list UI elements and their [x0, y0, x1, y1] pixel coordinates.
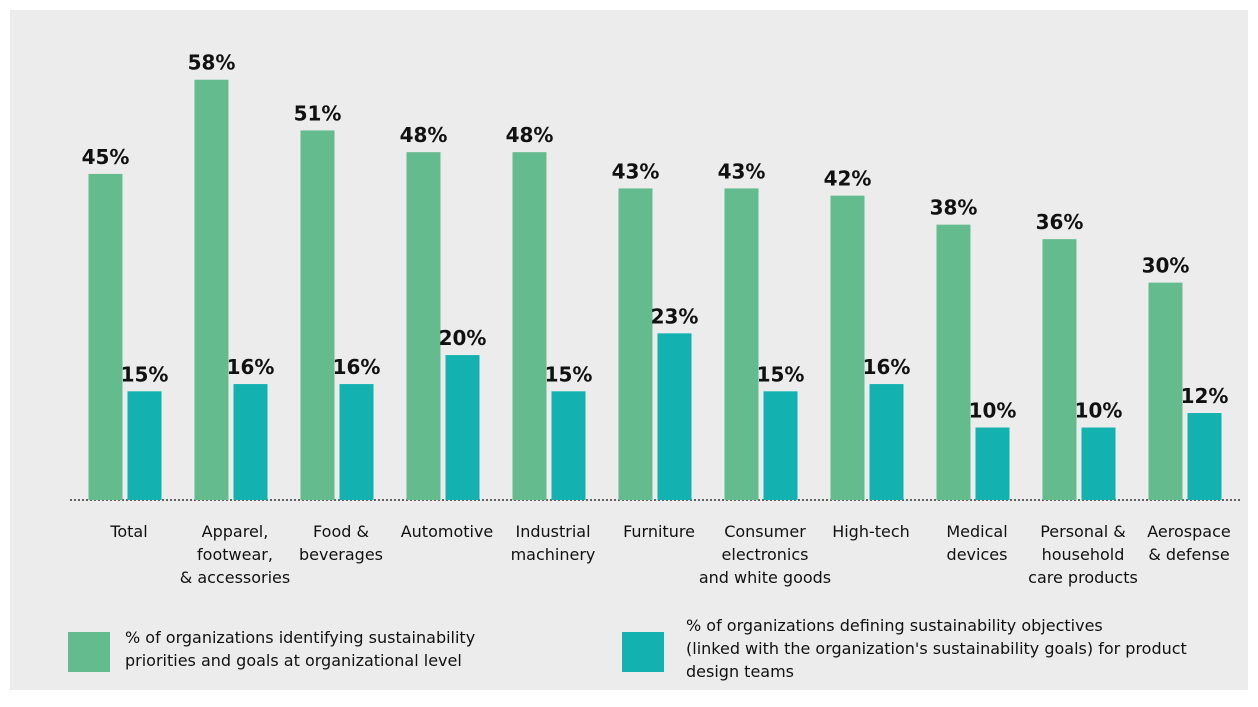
legend-swatch — [68, 632, 110, 672]
value-label: 20% — [439, 326, 487, 350]
x-tick-label: High-tech — [832, 522, 910, 541]
bar — [88, 173, 123, 500]
bar — [657, 333, 692, 500]
value-label: 10% — [969, 399, 1017, 423]
x-tick-label: Food & beverages — [299, 522, 383, 564]
bar — [233, 384, 268, 500]
bar — [551, 391, 586, 500]
x-tick-label: Personal & household care products — [1028, 522, 1138, 587]
value-label: 30% — [1142, 254, 1190, 278]
x-tick-label: Total — [109, 522, 147, 541]
value-label: 38% — [930, 196, 978, 220]
value-label: 16% — [227, 355, 275, 379]
bar — [1042, 239, 1077, 500]
bar — [975, 427, 1010, 500]
value-label: 45% — [82, 145, 130, 169]
value-label: 43% — [718, 159, 766, 183]
bar — [300, 130, 335, 500]
bar — [1148, 282, 1183, 500]
bar — [763, 391, 798, 500]
bar — [406, 152, 441, 500]
value-label: 42% — [824, 167, 872, 191]
x-tick-label: Furniture — [623, 522, 695, 541]
value-label: 48% — [506, 123, 554, 147]
value-label: 15% — [757, 362, 805, 386]
value-label: 51% — [294, 101, 342, 125]
value-label: 58% — [188, 51, 236, 75]
bar — [512, 152, 547, 500]
value-label: 36% — [1036, 210, 1084, 234]
bar — [830, 195, 865, 500]
legend-swatch — [622, 632, 664, 672]
bar — [445, 355, 480, 500]
value-label: 10% — [1075, 399, 1123, 423]
legend-label: % of organizations identifying sustainab… — [125, 628, 475, 670]
bar — [869, 384, 904, 500]
bar — [1081, 427, 1116, 500]
x-tick-label: Industrial machinery — [511, 522, 596, 564]
bar — [339, 384, 374, 500]
value-label: 16% — [333, 355, 381, 379]
value-label: 16% — [863, 355, 911, 379]
value-label: 23% — [651, 304, 699, 328]
x-tick-label: Automotive — [401, 522, 494, 541]
legend-label: % of organizations defining sustainabili… — [686, 616, 1187, 681]
value-label: 48% — [400, 123, 448, 147]
bar — [936, 224, 971, 500]
x-tick-label: Medical devices — [946, 522, 1007, 564]
x-tick-label: Apparel, footwear, & accessories — [180, 522, 290, 587]
bar — [1187, 413, 1222, 500]
bar — [127, 391, 162, 500]
value-label: 43% — [612, 159, 660, 183]
bar — [618, 188, 653, 500]
x-tick-label: Aerospace & defense — [1147, 522, 1230, 564]
value-label: 12% — [1181, 384, 1229, 408]
bar — [724, 188, 759, 500]
value-label: 15% — [121, 362, 169, 386]
x-tick-label: Consumer electronics and white goods — [699, 522, 831, 587]
value-label: 15% — [545, 362, 593, 386]
bar — [194, 79, 229, 500]
